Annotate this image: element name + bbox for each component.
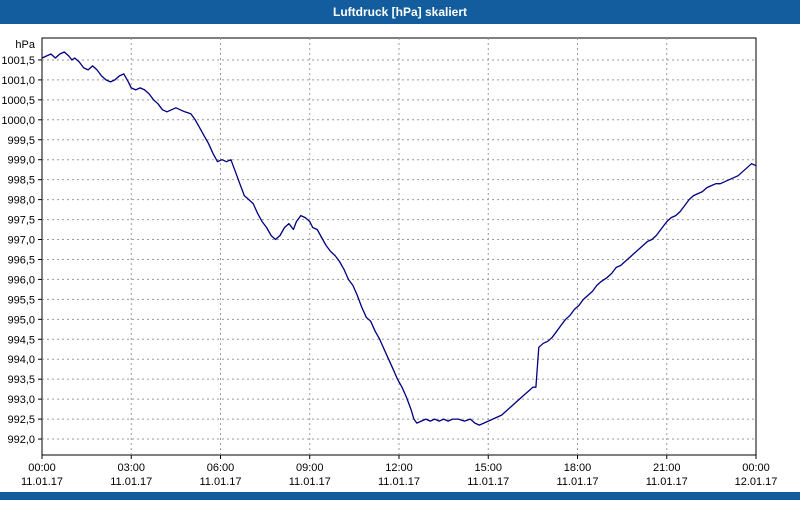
x-tick-date-label: 11.01.17 (21, 476, 63, 488)
x-tick-time-label: 12:00 (385, 462, 413, 474)
y-tick-label: 994,0 (7, 354, 35, 366)
y-tick-label: 994,5 (7, 334, 35, 346)
x-tick-date-label: 11.01.17 (556, 476, 598, 488)
x-tick-time-label: 15:00 (474, 462, 502, 474)
y-tick-label: 1000,0 (1, 115, 35, 127)
x-tick-time-label: 09:00 (296, 462, 324, 474)
y-tick-label: 998,0 (7, 195, 35, 207)
x-tick-date-label: 11.01.17 (378, 476, 420, 488)
y-tick-label: 997,0 (7, 235, 35, 247)
y-tick-label: 993,5 (7, 374, 35, 386)
x-tick-date-label: 11.01.17 (467, 476, 509, 488)
y-tick-label: 1000,5 (1, 95, 35, 107)
y-axis-unit-label: hPa (15, 39, 35, 51)
y-tick-label: 999,5 (7, 135, 35, 147)
y-tick-label: 998,5 (7, 175, 35, 187)
x-tick-time-label: 21:00 (653, 462, 681, 474)
x-tick-date-label: 11.01.17 (289, 476, 331, 488)
x-tick-time-label: 00:00 (28, 462, 56, 474)
y-tick-label: 992,0 (7, 434, 35, 446)
x-tick-time-label: 06:00 (207, 462, 235, 474)
window-titlebar: Luftdruck [hPa] skaliert (0, 0, 800, 24)
y-tick-label: 996,5 (7, 254, 35, 266)
y-tick-label: 993,0 (7, 394, 35, 406)
x-tick-date-label: 12.01.17 (735, 476, 778, 488)
window-title: Luftdruck [hPa] skaliert (332, 5, 468, 19)
y-tick-label: 999,0 (7, 155, 35, 167)
x-tick-date-label: 11.01.17 (110, 476, 152, 488)
x-tick-time-label: 18:00 (564, 462, 592, 474)
plot-border (41, 37, 757, 456)
x-tick-date-label: 11.01.17 (646, 476, 688, 488)
pressure-series-line (41, 51, 757, 426)
y-tick-label: 995,5 (7, 294, 35, 306)
y-tick-label: 1001,0 (1, 75, 35, 87)
x-tick-time-label: 03:00 (117, 462, 145, 474)
y-tick-label: 995,0 (7, 314, 35, 326)
x-tick-date-label: 11.01.17 (199, 476, 241, 488)
y-tick-label: 1001,5 (1, 55, 35, 67)
y-tick-label: 996,0 (7, 274, 35, 286)
y-tick-label: 992,5 (7, 414, 35, 426)
window-footer-bar (0, 492, 800, 500)
y-tick-label: 997,5 (7, 215, 35, 227)
x-tick-time-label: 00:00 (742, 462, 770, 474)
